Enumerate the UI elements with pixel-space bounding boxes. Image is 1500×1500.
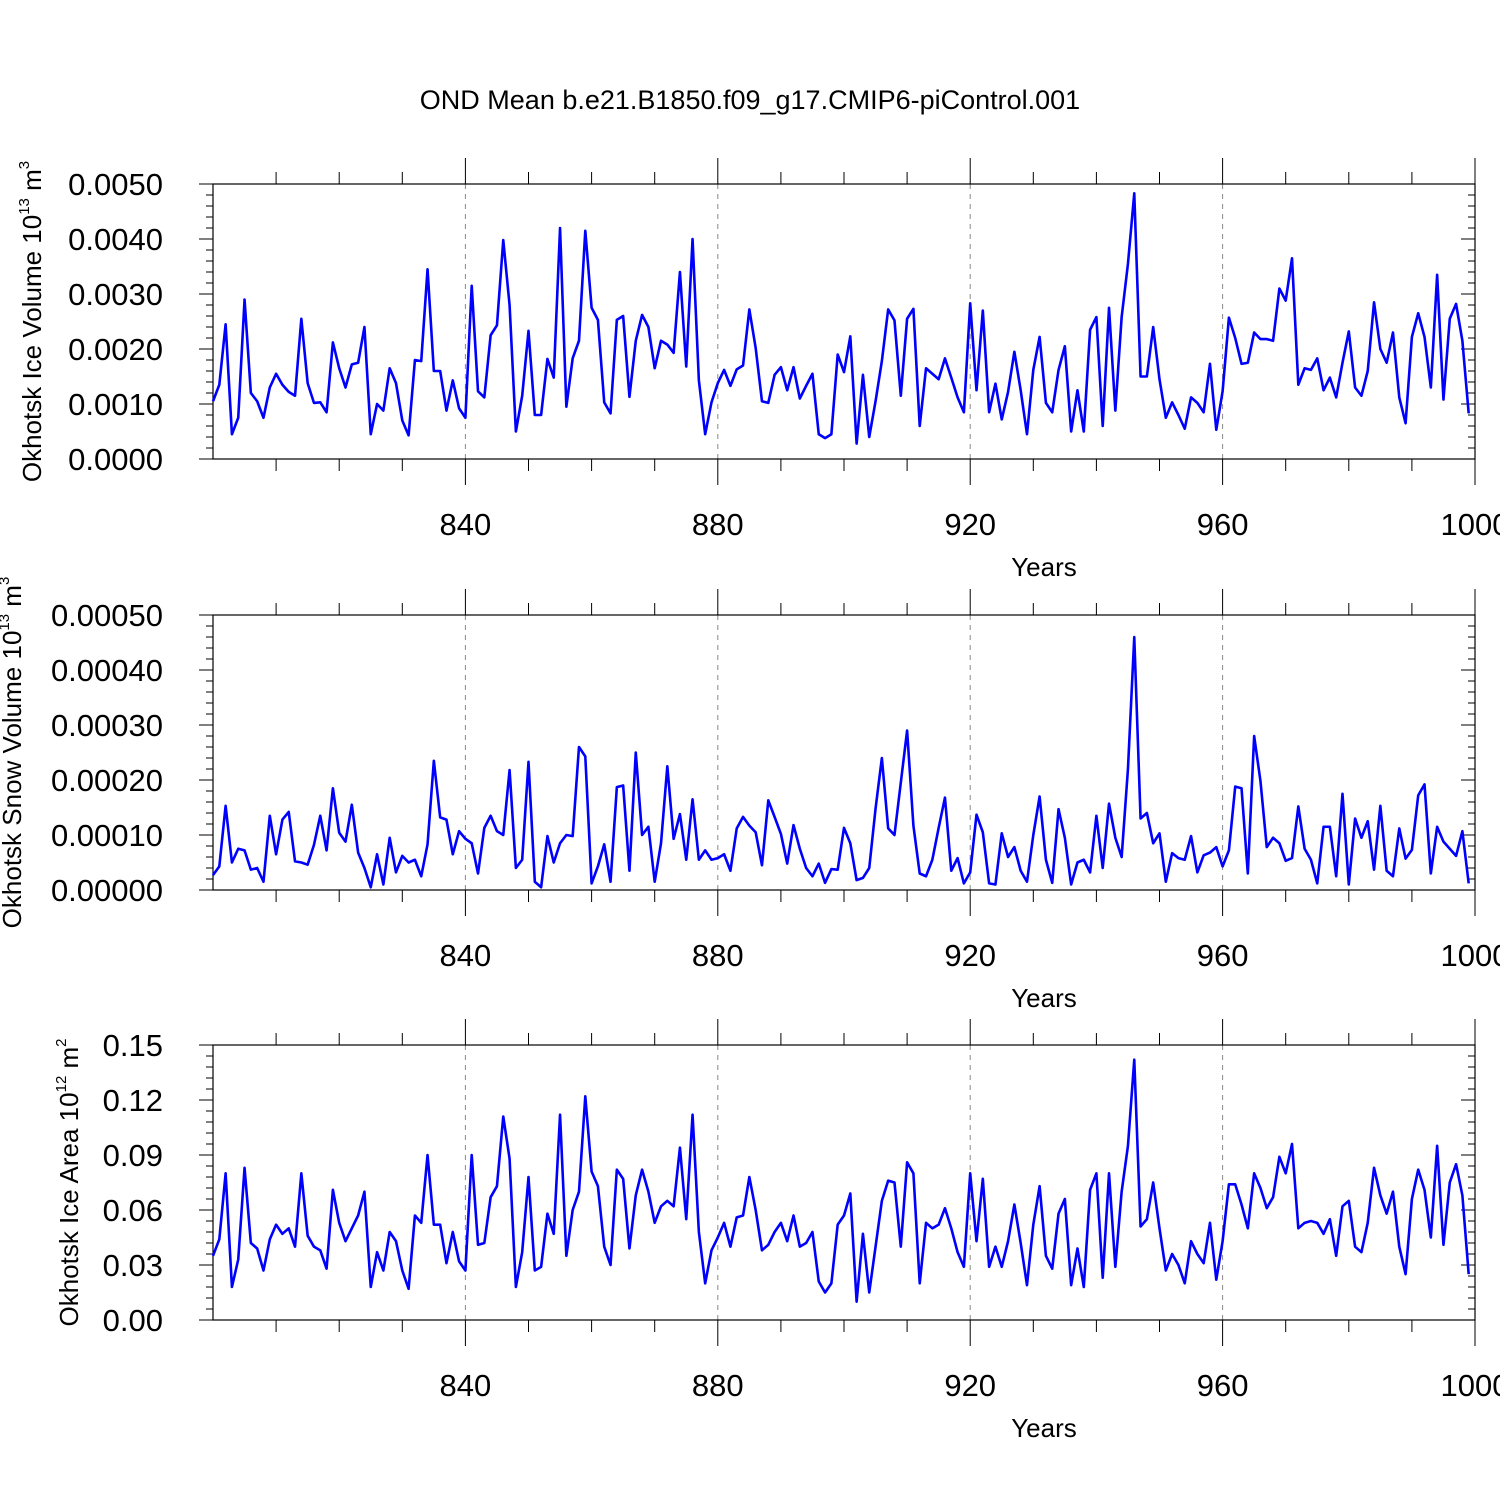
y-axis-title-unit: m xyxy=(17,169,47,198)
x-tick-label: 840 xyxy=(440,1368,492,1403)
x-tick-label: 960 xyxy=(1197,1368,1249,1403)
x-axis-title: Years xyxy=(1011,552,1077,582)
y-tick-label: 0.0000 xyxy=(68,442,163,477)
y-tick-label: 0.0010 xyxy=(68,387,163,422)
y-axis-title-text: Okhotsk Ice Area 10 xyxy=(54,1092,84,1326)
x-tick-label: 1000 xyxy=(1441,507,1500,542)
y-tick-label: 0.09 xyxy=(103,1138,163,1173)
y-axis-title-text: Okhotsk Ice Volume 10 xyxy=(17,215,47,482)
y-tick-label: 0.0020 xyxy=(68,332,163,367)
x-tick-label: 920 xyxy=(944,938,996,973)
y-tick-label: 0.15 xyxy=(103,1028,163,1063)
x-tick-label: 840 xyxy=(440,938,492,973)
x-tick-label: 960 xyxy=(1197,938,1249,973)
y-axis-title-unit-exponent: 3 xyxy=(16,161,33,169)
y-axis-title-exponent: 13 xyxy=(0,614,13,631)
y-tick-label: 0.03 xyxy=(103,1248,163,1283)
x-tick-label: 960 xyxy=(1197,507,1249,542)
y-axis-title-unit: m xyxy=(0,585,27,614)
series-line xyxy=(211,635,1470,889)
main-title: OND Mean b.e21.B1850.f09_g17.CMIP6-piCon… xyxy=(420,85,1080,115)
y-tick-label: 0.00010 xyxy=(51,818,163,853)
y-axis-title-text: Okhotsk Snow Volume 10 xyxy=(0,631,27,929)
y-tick-label: 0.00050 xyxy=(51,598,163,633)
x-tick-label: 920 xyxy=(944,1368,996,1403)
y-tick-label: 0.00040 xyxy=(51,653,163,688)
y-tick-label: 0.0030 xyxy=(68,277,163,312)
x-tick-label: 880 xyxy=(692,938,744,973)
panel-3: 0.00 0.03 0.06 0.09 0.12 0.15 840 880 920 960 1000… xyxy=(53,1019,1500,1443)
x-tick-label: 880 xyxy=(692,507,744,542)
y-tick-label: 0.0040 xyxy=(68,222,163,257)
y-tick-label: 0.12 xyxy=(103,1083,163,1118)
y-axis-title-exponent: 12 xyxy=(53,1076,70,1093)
x-axis-title: Years xyxy=(1011,983,1077,1013)
y-tick-label: 0.0050 xyxy=(68,167,163,202)
panel-1: 0.0000 0.0010 0.0020 0.0030 0.0040 0.0050 840 8… xyxy=(16,158,1500,582)
series-line xyxy=(211,1058,1470,1303)
y-axis-title-unit-exponent: 3 xyxy=(0,577,13,585)
y-axis-title-unit-exponent: 2 xyxy=(53,1038,70,1046)
y-axis-title-unit: m xyxy=(54,1047,84,1076)
y-tick-label: 0.00000 xyxy=(51,873,163,908)
x-tick-label: 840 xyxy=(440,507,492,542)
y-tick-label: 0.06 xyxy=(103,1193,163,1228)
y-axis-title: Okhotsk Ice Area 1012 m2 xyxy=(53,1038,84,1326)
y-tick-label: 0.00 xyxy=(103,1303,163,1338)
x-tick-label: 1000 xyxy=(1441,1368,1500,1403)
x-tick-label: 920 xyxy=(944,507,996,542)
y-tick-label: 0.00030 xyxy=(51,708,163,743)
y-axis-title-exponent: 13 xyxy=(16,198,33,215)
y-axis-title: Okhotsk Ice Volume 1013 m3 xyxy=(16,161,47,482)
y-tick-label: 0.00020 xyxy=(51,763,163,798)
panel-2: 0.00000 0.00010 0.00020 0.00030 0.00040 0.000… xyxy=(0,577,1500,1013)
x-axis-title: Years xyxy=(1011,1413,1077,1443)
x-tick-label: 1000 xyxy=(1441,938,1500,973)
panels: 0.0000 0.0010 0.0020 0.0030 0.0040 0.0050 840 8… xyxy=(0,158,1500,1443)
series-line xyxy=(211,192,1470,445)
x-tick-label: 880 xyxy=(692,1368,744,1403)
y-axis-title: Okhotsk Snow Volume 1013 m3 xyxy=(0,577,27,929)
